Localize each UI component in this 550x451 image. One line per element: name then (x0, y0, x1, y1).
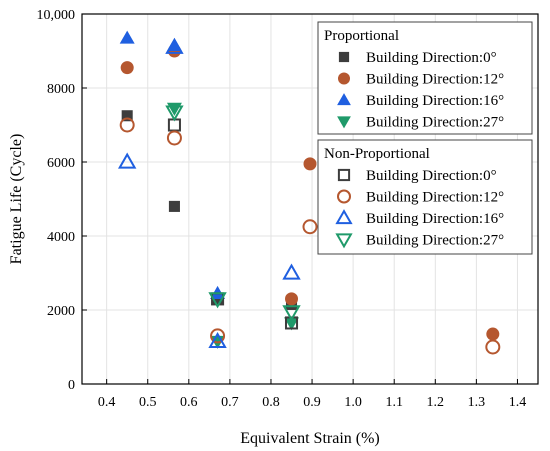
y-tick-label: 0 (68, 378, 75, 393)
x-tick-label: 0.4 (98, 395, 116, 410)
x-tick-label: 0.5 (139, 395, 157, 410)
y-tick-label: 4000 (47, 230, 75, 245)
non-proportional-triangle-up-point (165, 37, 184, 54)
y-tick-label: 10,000 (37, 8, 76, 23)
legend-marker (337, 189, 351, 204)
y-tick-label: 6000 (47, 156, 75, 171)
y-tick-label: 8000 (47, 82, 75, 97)
x-tick-label: 1.2 (427, 395, 445, 410)
non-proportional-triangle-up-point (117, 152, 137, 169)
legend: Proportional Building Direction:0° Buildin… (317, 21, 533, 255)
legend-entry-label: Building Direction:27° (366, 233, 504, 249)
x-tick-label: 0.7 (221, 395, 239, 410)
legend-entry-label: Building Direction:16° (366, 211, 504, 227)
plot-area-frame (81, 13, 539, 385)
legend-marker (337, 93, 351, 106)
legend-box-non-proportional (317, 139, 533, 255)
legend-marker (338, 51, 350, 63)
proportional-triangle-up-point (119, 30, 135, 44)
non-proportional-triangle-up-point (282, 263, 301, 280)
legend-title: Proportional (324, 28, 399, 44)
x-tick-label: 0.6 (180, 395, 198, 410)
data-points (117, 30, 501, 355)
non-proportional-circle-point (485, 339, 501, 355)
legend-entry-label: Building Direction:0° (366, 50, 497, 66)
proportional-square-point (168, 200, 180, 212)
x-tick-label: 1.1 (385, 395, 403, 410)
proportional-circle-point (486, 327, 500, 341)
x-tick-label: 1.0 (344, 395, 362, 410)
legend-entry-label: Building Direction:12° (366, 190, 504, 206)
legend-title: Non-Proportional (324, 146, 430, 162)
legend-marker (337, 168, 351, 182)
axis-ticks: 0.4 0.5 0.6 0.7 0.8 0.9 1.0 1.1 1.2 1.3 1.4 0 2000 40… (37, 8, 527, 410)
non-proportional-triangle-down-point (165, 105, 184, 122)
non-proportional-circle-point (166, 130, 182, 146)
legend-marker (335, 233, 353, 249)
x-tick-label: 1.4 (509, 395, 527, 410)
proportional-circle-point (120, 61, 134, 75)
x-axis-label: Equivalent Strain (%) (240, 430, 380, 447)
non-proportional-circle-point (210, 328, 226, 344)
y-axis-label: Fatigue Life (Cycle) (8, 134, 25, 265)
non-proportional-triangle-up-point (208, 331, 227, 349)
proportional-square-point (121, 110, 133, 122)
proportional-circle-point (303, 157, 317, 171)
x-tick-label: 0.8 (262, 395, 280, 410)
legend-marker (337, 116, 351, 129)
non-proportional-triangle-down-point (208, 292, 227, 309)
x-tick-label: 0.9 (303, 395, 321, 410)
legend-entry-label: Building Direction:12° (366, 72, 504, 88)
non-proportional-circle-point (302, 219, 318, 235)
legend-entry-label: Building Direction:0° (366, 168, 497, 184)
legend-entry-label: Building Direction:27° (366, 115, 504, 131)
non-proportional-triangle-down-point (282, 305, 301, 322)
y-tick-label: 2000 (47, 304, 75, 319)
legend-box-proportional (317, 21, 533, 135)
non-proportional-circle-point (119, 117, 135, 133)
legend-marker (338, 72, 350, 85)
legend-entry-label: Building Direction:16° (366, 93, 504, 109)
legend-marker (335, 209, 353, 225)
proportional-triangle-down-point (284, 317, 299, 331)
x-tick-label: 1.3 (468, 395, 486, 410)
proportional-circle-point (285, 292, 299, 306)
